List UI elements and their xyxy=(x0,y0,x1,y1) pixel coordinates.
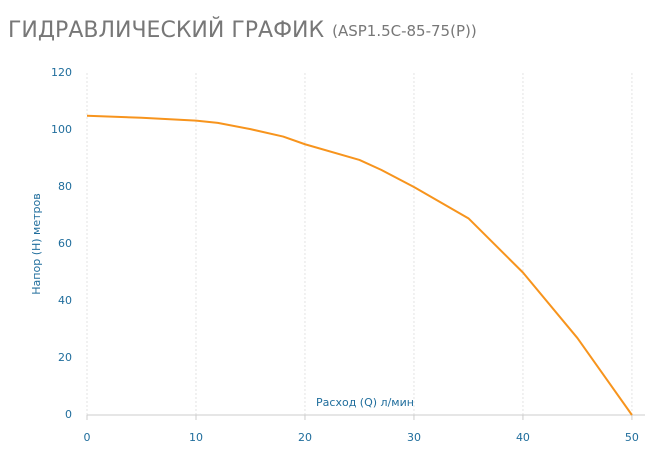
y-tick-label: 100 xyxy=(51,123,72,136)
y-tick-label: 120 xyxy=(51,66,72,79)
x-tick-label: 20 xyxy=(298,431,312,444)
line xyxy=(86,114,633,416)
x-tick-label: 50 xyxy=(625,431,639,444)
y-tick-label: 20 xyxy=(58,351,72,364)
y-tick-label: 40 xyxy=(58,294,72,307)
x-axis-label: Расход (Q) л/мин xyxy=(316,396,414,409)
y-tick-label: 0 xyxy=(65,408,72,421)
x-tick-label: 30 xyxy=(407,431,421,444)
x-tick-label: 40 xyxy=(516,431,530,444)
y-tick-label: 80 xyxy=(58,180,72,193)
y-axis-label: Напор (H) метров xyxy=(30,193,43,294)
x-tick-label: 0 xyxy=(84,431,91,444)
y-tick-label: 60 xyxy=(58,237,72,250)
subtitle: (ASP1.5C-85-75(P)) xyxy=(332,22,477,40)
x-tick-label: 10 xyxy=(189,431,203,444)
chart-title: ГИДРАВЛИЧЕСКИЙ ГРАФИК (ASP1.5C-85-75(P)) xyxy=(8,17,477,43)
title: ГИДРАВЛИЧЕСКИЙ ГРАФИК xyxy=(8,17,324,43)
